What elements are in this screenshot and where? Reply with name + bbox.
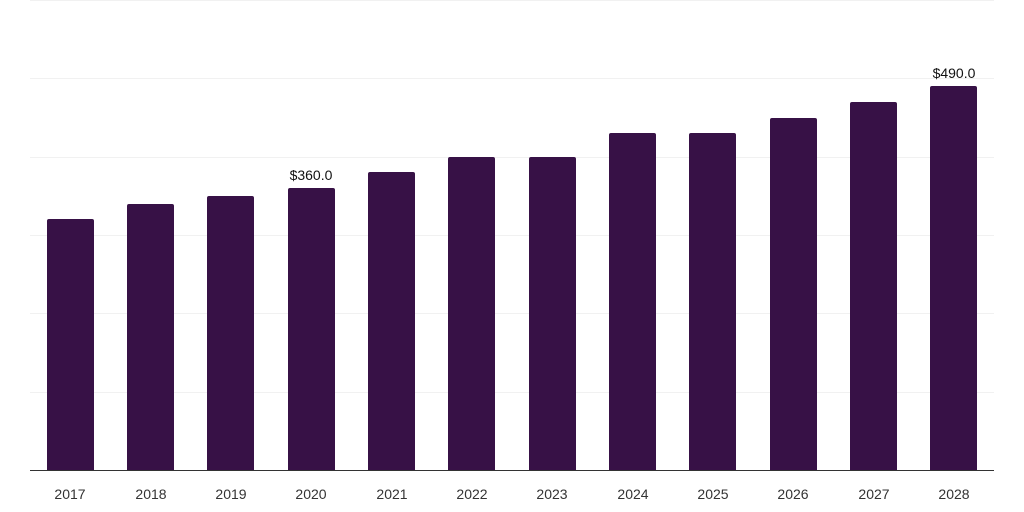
bar-2022[interactable] xyxy=(448,157,495,470)
gridline xyxy=(30,235,994,236)
x-tick-label: 2025 xyxy=(697,486,729,502)
gridline xyxy=(30,78,994,79)
x-tick-label: 2018 xyxy=(135,486,167,502)
data-label: $490.0 xyxy=(932,65,976,81)
bar-2020[interactable] xyxy=(288,188,335,470)
x-tick-label: 2023 xyxy=(536,486,568,502)
x-tick-label: 2028 xyxy=(938,486,970,502)
gridline xyxy=(30,313,994,314)
x-tick-label: 2026 xyxy=(777,486,809,502)
data-label: $360.0 xyxy=(289,167,333,183)
gridline xyxy=(30,392,994,393)
bar-2017[interactable] xyxy=(47,219,94,470)
x-tick-label: 2021 xyxy=(376,486,408,502)
bar-2026[interactable] xyxy=(770,118,817,471)
bar-2025[interactable] xyxy=(689,133,736,470)
bar-2018[interactable] xyxy=(127,204,174,470)
x-tick-label: 2024 xyxy=(617,486,649,502)
gridline xyxy=(30,157,994,158)
x-tick-label: 2019 xyxy=(215,486,247,502)
gridline xyxy=(30,0,994,1)
bar-2019[interactable] xyxy=(207,196,254,470)
x-tick-label: 2017 xyxy=(54,486,86,502)
x-axis-line xyxy=(30,470,994,471)
bar-2027[interactable] xyxy=(850,102,897,470)
bar-2021[interactable] xyxy=(368,172,415,470)
x-tick-label: 2020 xyxy=(295,486,327,502)
bar-2024[interactable] xyxy=(609,133,656,470)
bar-2023[interactable] xyxy=(529,157,576,470)
x-tick-label: 2022 xyxy=(456,486,488,502)
bar-2028[interactable] xyxy=(930,86,977,470)
x-tick-label: 2027 xyxy=(858,486,890,502)
